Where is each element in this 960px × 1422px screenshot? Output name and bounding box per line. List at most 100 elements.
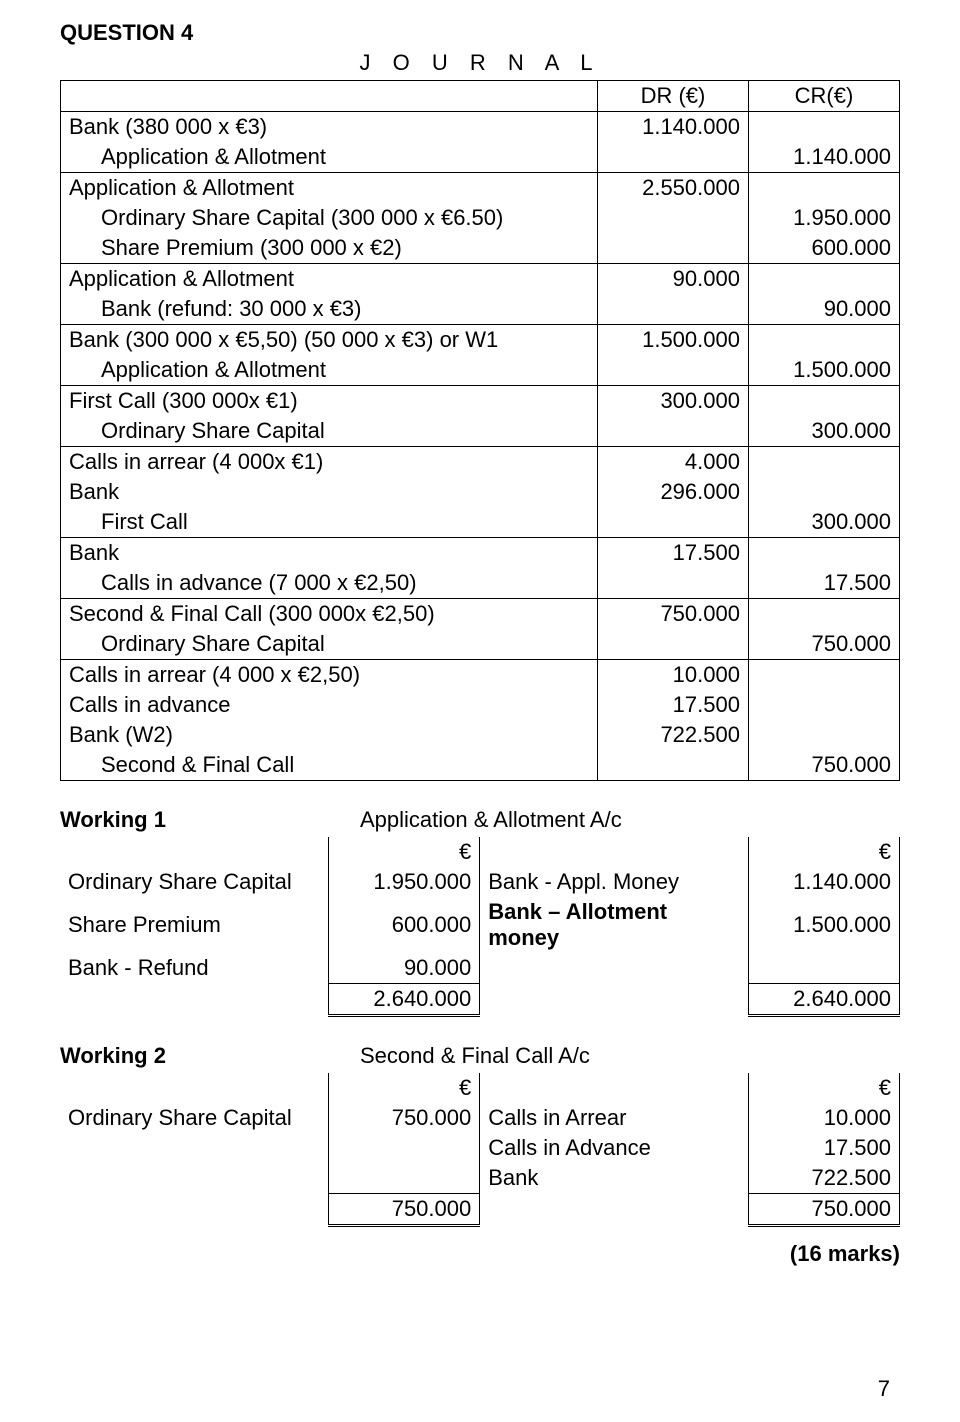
entry-cr: [748, 386, 899, 417]
ledger-right-amount: 1.140.000: [748, 867, 899, 897]
entry-cr: [748, 538, 899, 569]
entry-cr: 1.950.000: [748, 203, 899, 233]
entry-dr: 1.500.000: [597, 325, 748, 356]
ledger-right-label: Bank - Appl. Money: [480, 867, 749, 897]
entry-dr: [597, 233, 748, 264]
entry-dr: 296.000: [597, 477, 748, 507]
ledger-left-amount: 1.950.000: [329, 867, 480, 897]
ledger-left-label: Share Premium: [60, 897, 329, 953]
entry-cr: 1.140.000: [748, 142, 899, 173]
ledger-left-amount: 2.640.000: [329, 984, 480, 1016]
ledger-right-label: [480, 1194, 749, 1226]
entry-dr: [597, 203, 748, 233]
ledger-left-label: Ordinary Share Capital: [60, 1103, 329, 1133]
journal-row: First Call 300.000: [61, 507, 900, 538]
ledger-left-amount: [329, 1163, 480, 1194]
entry-dr: 1.140.000: [597, 112, 748, 143]
journal-row: Calls in advance17.500: [61, 690, 900, 720]
col-desc-header: [61, 81, 598, 112]
entry-desc: Bank (380 000 x €3): [61, 112, 598, 143]
entry-desc: Bank (refund: 30 000 x €3): [61, 294, 598, 325]
journal-row: Ordinary Share Capital750.000: [61, 629, 900, 660]
ledger-right-label: Bank – Allotment money: [480, 897, 749, 953]
ledger-left-amount: 600.000: [329, 897, 480, 953]
entry-cr: [748, 173, 899, 204]
ledger-right-amount: 1.500.000: [748, 897, 899, 953]
entry-dr: [597, 507, 748, 538]
entry-cr: 750.000: [748, 750, 899, 781]
journal-row: First Call (300 000x €1)300.000: [61, 386, 900, 417]
entry-dr: [597, 294, 748, 325]
journal-row: Ordinary Share Capital (300 000 x €6.50)…: [61, 203, 900, 233]
entry-cr: 750.000: [748, 629, 899, 660]
entry-desc: Calls in arrear (4 000 x €2,50): [61, 660, 598, 691]
entry-cr: [748, 477, 899, 507]
entry-desc: Calls in advance (7 000 x €2,50): [61, 568, 598, 599]
entry-dr: 90.000: [597, 264, 748, 295]
entry-desc: Application & Allotment: [61, 142, 598, 173]
ledger-left-amount: 750.000: [329, 1194, 480, 1226]
entry-cr: 300.000: [748, 507, 899, 538]
ledger-left-amount: 750.000: [329, 1103, 480, 1133]
entry-cr: 300.000: [748, 416, 899, 447]
entry-cr: [748, 325, 899, 356]
entry-desc: First Call (300 000x €1): [61, 386, 598, 417]
entry-dr: [597, 355, 748, 386]
working-heading: Second & Final Call A/c: [360, 1043, 590, 1069]
entry-desc: Calls in arrear (4 000x €1): [61, 447, 598, 478]
ledger-table: €€Ordinary Share Capital750.000Calls in …: [60, 1073, 900, 1227]
ledger-right-amount: 17.500: [748, 1133, 899, 1163]
journal-row: Second & Final Call 750.000: [61, 750, 900, 781]
ledger-blank: [480, 1073, 749, 1103]
ledger-right-amount: [748, 953, 899, 984]
ledger-left-label: [60, 984, 329, 1016]
currency-left: €: [329, 837, 480, 867]
ledger-left-label: [60, 1133, 329, 1163]
entry-dr: 4.000: [597, 447, 748, 478]
entry-cr: 1.500.000: [748, 355, 899, 386]
journal-row: Application & Allotment90.000: [61, 264, 900, 295]
journal-header-row: DR (€) CR(€): [61, 81, 900, 112]
col-dr-header: DR (€): [597, 81, 748, 112]
journal-row: Bank (300 000 x €5,50) (50 000 x €3) or …: [61, 325, 900, 356]
ledger-blank: [60, 837, 329, 867]
entry-cr: [748, 660, 899, 691]
entry-cr: 17.500: [748, 568, 899, 599]
journal-row: Bank (W2)722.500: [61, 720, 900, 750]
entry-desc: Ordinary Share Capital: [61, 416, 598, 447]
entry-cr: [748, 264, 899, 295]
entry-desc: Application & Allotment: [61, 173, 598, 204]
journal-row: Calls in arrear (4 000x €1)4.000: [61, 447, 900, 478]
entry-dr: 17.500: [597, 538, 748, 569]
entry-desc: Ordinary Share Capital (300 000 x €6.50): [61, 203, 598, 233]
entry-cr: 90.000: [748, 294, 899, 325]
journal-label: J O U R N A L: [60, 50, 900, 76]
ledger-blank: [480, 837, 749, 867]
ledger-right-label: Calls in Advance: [480, 1133, 749, 1163]
ledger-right-amount: 2.640.000: [748, 984, 899, 1016]
ledger-table: €€Ordinary Share Capital1.950.000Bank - …: [60, 837, 900, 1017]
ledger-right-label: [480, 953, 749, 984]
journal-row: Second & Final Call (300 000x €2,50)750.…: [61, 599, 900, 630]
entry-cr: [748, 447, 899, 478]
ledger-left-label: [60, 1163, 329, 1194]
journal-table: DR (€) CR(€) Bank (380 000 x €3)1.140.00…: [60, 80, 900, 781]
entry-desc: Application & Allotment: [61, 355, 598, 386]
journal-row: Share Premium (300 000 x €2)600.000: [61, 233, 900, 264]
journal-row: Bank296.000: [61, 477, 900, 507]
entry-desc: First Call: [61, 507, 598, 538]
entry-desc: Calls in advance: [61, 690, 598, 720]
entry-desc: Second & Final Call: [61, 750, 598, 781]
question-title: QUESTION 4: [60, 20, 900, 46]
journal-row: Calls in arrear (4 000 x €2,50)10.000: [61, 660, 900, 691]
ledger-right-amount: 10.000: [748, 1103, 899, 1133]
ledger-left-amount: 90.000: [329, 953, 480, 984]
ledger-right-amount: 750.000: [748, 1194, 899, 1226]
entry-desc: Bank: [61, 477, 598, 507]
entry-cr: [748, 599, 899, 630]
entry-desc: Bank: [61, 538, 598, 569]
entry-desc: Bank (W2): [61, 720, 598, 750]
entry-desc: Application & Allotment: [61, 264, 598, 295]
ledger-left-label: Bank - Refund: [60, 953, 329, 984]
col-cr-header: CR(€): [748, 81, 899, 112]
